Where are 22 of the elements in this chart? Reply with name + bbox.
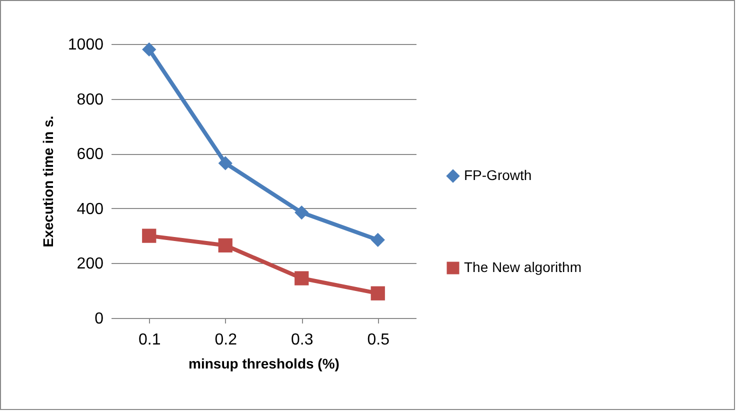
x-tick-label: 0.5 — [367, 332, 390, 348]
y-axis-title: Execution time in s. — [40, 116, 56, 248]
x-tick-label: 0.3 — [291, 332, 314, 348]
x-tick-label: 0.2 — [214, 332, 238, 348]
point — [142, 228, 156, 243]
point — [218, 238, 232, 252]
x-tick-label: 0.1 — [138, 332, 161, 348]
point — [294, 271, 309, 286]
y-tick-label: 800 — [76, 91, 104, 108]
y-tick-label: 200 — [76, 256, 104, 273]
point — [370, 232, 385, 247]
y-tick-label: 400 — [76, 200, 104, 218]
y-tick-label: 600 — [76, 146, 104, 164]
point — [370, 286, 385, 300]
legend-label: The New algorithm — [464, 259, 582, 275]
point — [142, 42, 156, 57]
point — [294, 205, 309, 220]
x-axis-title: minsup thresholds (%) — [188, 356, 340, 372]
y-tick-label: 1000 — [68, 36, 104, 54]
legend-label: FP-Growth — [464, 167, 532, 183]
point — [218, 156, 232, 170]
y-tick-label: 0 — [94, 310, 104, 328]
